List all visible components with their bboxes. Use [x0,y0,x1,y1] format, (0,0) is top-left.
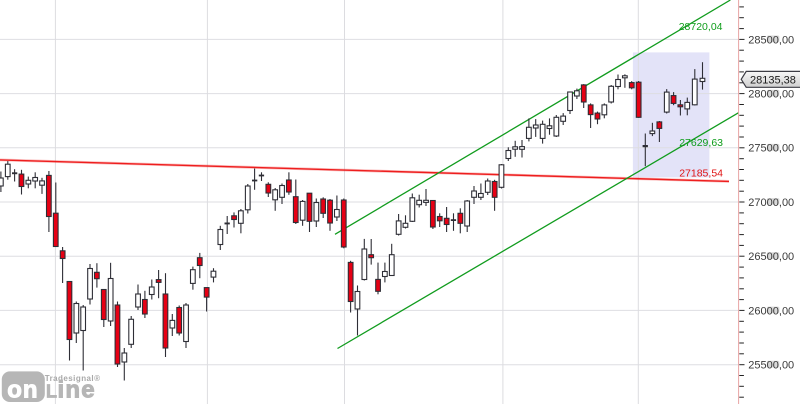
svg-text:26000,00: 26000,00 [748,305,794,317]
svg-text:on: on [7,377,38,404]
svg-text:Tradesignal®: Tradesignal® [45,374,101,383]
svg-text:28720,04: 28720,04 [679,21,723,33]
svg-text:28000,00: 28000,00 [748,89,794,101]
svg-text:L: L [46,382,57,402]
svg-text:28135,38: 28135,38 [750,74,796,86]
svg-text:27000,00: 27000,00 [748,197,794,209]
svg-text:28500,00: 28500,00 [748,34,794,46]
svg-text:26500,00: 26500,00 [748,251,794,263]
svg-text:27185,54: 27185,54 [679,167,723,179]
svg-text:ine: ine [58,377,96,404]
svg-text:27629,63: 27629,63 [679,137,723,149]
svg-text:27500,00: 27500,00 [748,143,794,155]
svg-text:25500,00: 25500,00 [748,360,794,372]
